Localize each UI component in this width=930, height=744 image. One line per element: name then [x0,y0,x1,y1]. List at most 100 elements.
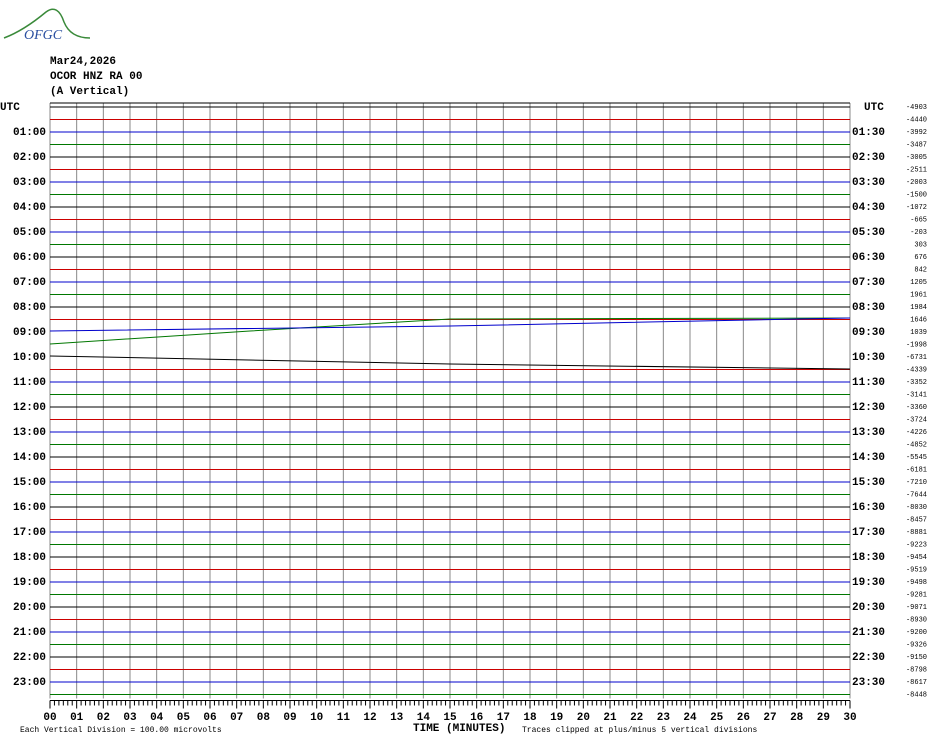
right-time-label: 11:30 [852,377,885,389]
x-tick-label: 07 [230,712,243,724]
trace-offset: -3724 [906,416,927,424]
trace-offset: -4440 [906,116,927,124]
trace-offset: -9223 [906,541,927,549]
right-time-label: 13:30 [852,427,885,439]
trace-offset: -1500 [906,191,927,199]
trace-offset: -3360 [906,404,927,412]
left-time-label: 14:00 [13,452,46,464]
trace-offset: 1205 [910,279,927,287]
x-tick-label: 10 [310,712,323,724]
trace-offset: -4852 [906,441,927,449]
x-tick-label: 05 [177,712,191,724]
right-time-label: 14:30 [852,452,885,464]
x-tick-label: 25 [710,712,724,724]
left-time-label: 08:00 [13,302,46,314]
trace-offset: -3992 [906,129,927,137]
trace-offset: -8448 [906,691,927,699]
left-time-label: 03:00 [13,177,46,189]
x-tick-label: 09 [283,712,296,724]
trace-drift [49,355,851,370]
trace-offset: -1072 [906,204,927,212]
right-time-label: 16:30 [852,502,885,514]
right-time-label: 15:30 [852,477,885,489]
trace-offset: 1039 [910,329,927,337]
trace-offset: -8798 [906,666,927,674]
logo-text: OFGC [24,28,63,43]
left-time-label: 10:00 [13,352,46,364]
left-time-label: 21:00 [13,627,46,639]
right-time-label: 04:30 [852,202,885,214]
trace-offset: -6731 [906,354,927,362]
right-time-label: 03:30 [852,177,885,189]
right-time-label: 01:30 [852,127,885,139]
trace-offset: -665 [910,216,927,224]
right-time-label: 18:30 [852,552,885,564]
x-tick-label: 02 [97,712,110,724]
trace-offset: 303 [914,241,927,249]
trace-drift [49,317,851,345]
right-time-label: 23:30 [852,677,885,689]
left-time-label: 23:00 [13,677,46,689]
trace-offset: -2511 [906,166,927,174]
trace-offset: -7210 [906,479,927,487]
trace-offset: -8617 [906,679,927,687]
right-time-label: 07:30 [852,277,885,289]
trace-offset: -9200 [906,629,927,637]
right-time-label: 19:30 [852,577,885,589]
footer-left: Each Vertical Division = 100.00 microvol… [20,726,222,735]
right-time-label: 12:30 [852,402,885,414]
left-time-label: 19:00 [13,577,46,589]
x-tick-label: 18 [523,712,537,724]
trace-offset: -8457 [906,516,927,524]
trace-offset: -4339 [906,366,927,374]
x-tick-label: 30 [843,712,856,724]
x-tick-label: 06 [203,712,216,724]
trace-offset: -9454 [906,554,927,562]
x-tick-label: 08 [257,712,271,724]
right-time-label: 02:30 [852,152,885,164]
trace-offset: -9281 [906,591,927,599]
x-tick-label: 17 [497,712,510,724]
x-tick-label: 26 [737,712,750,724]
x-tick-label: 14 [417,712,431,724]
left-time-label: 15:00 [13,477,46,489]
x-tick-label: 28 [790,712,804,724]
trace-offset: -203 [910,229,927,237]
x-tick-label: 04 [150,712,164,724]
left-time-label: 17:00 [13,527,46,539]
left-time-label: 22:00 [13,652,46,664]
trace-offset: -3141 [906,391,927,399]
trace-offset: -8881 [906,529,927,537]
trace-offset: 1646 [910,316,927,324]
trace-offset: -1998 [906,341,927,349]
left-time-label: 01:00 [13,127,46,139]
trace-offset: -7644 [906,491,927,499]
right-time-label: 20:30 [852,602,885,614]
date: Mar24,2026 [50,56,116,68]
x-tick-label: 19 [550,712,563,724]
right-time-label: 22:30 [852,652,885,664]
trace-offset: -9498 [906,579,927,587]
left-time-label: 20:00 [13,602,46,614]
trace-offset: -3005 [906,154,927,162]
trace-offset: -8030 [906,504,927,512]
x-tick-label: 23 [657,712,671,724]
x-axis-title: TIME (MINUTES) [413,723,505,735]
left-time-label: 06:00 [13,252,46,264]
trace-offset: -9326 [906,641,927,649]
trace-offset: -9150 [906,654,927,662]
x-tick-label: 00 [43,712,56,724]
right-time-label: 17:30 [852,527,885,539]
traces: -4903 -4440 -3992 -3487 -3005 -2511 -2003 -1500… [0,102,927,699]
x-tick-label: 12 [363,712,376,724]
x-tick-label: 29 [817,712,830,724]
left-time-label: UTC [0,102,20,114]
x-tick-label: 24 [683,712,697,724]
left-time-label: 18:00 [13,552,46,564]
right-time-label: 05:30 [852,227,885,239]
trace-offset: -3352 [906,379,927,387]
x-tick-label: 21 [603,712,617,724]
right-time-label: 09:30 [852,327,885,339]
trace-offset: -3487 [906,141,927,149]
